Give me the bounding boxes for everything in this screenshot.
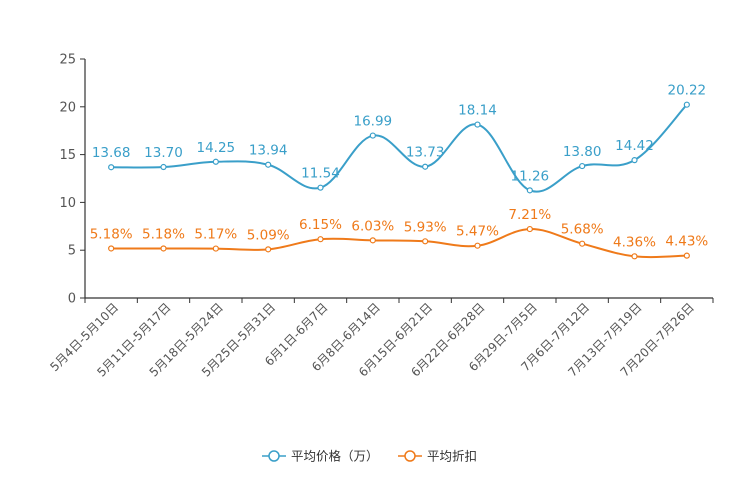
data-label: 5.47% [456,224,499,240]
data-point[interactable] [108,164,115,171]
y-tick-label: 10 [59,196,76,211]
data-label: 6.03% [351,218,394,234]
data-point[interactable] [108,245,115,252]
data-point[interactable] [317,236,324,243]
y-tick-label: 25 [59,53,76,68]
data-label: 11.26 [511,168,550,184]
series-group [108,101,690,260]
data-label: 20.22 [668,83,707,99]
data-point[interactable] [160,163,167,171]
data-label: 18.14 [458,103,497,119]
data-point[interactable] [369,132,376,139]
legend-label: 平均价格（万） [291,449,379,464]
data-label: 5.18% [90,226,133,242]
data-point[interactable] [474,242,481,249]
data-label: 5.68% [561,222,604,238]
data-point[interactable] [526,225,533,233]
data-point[interactable] [683,252,690,259]
legend-item-1[interactable]: 平均折扣 [398,449,477,464]
data-point[interactable] [265,246,272,253]
data-label: 7.21% [508,207,551,223]
data-point[interactable] [212,158,219,165]
legend-label: 平均折扣 [427,449,477,464]
data-point[interactable] [579,162,586,170]
data-point[interactable] [631,157,638,164]
data-label: 6.15% [299,217,342,233]
data-point[interactable] [317,184,324,191]
data-point[interactable] [369,237,376,244]
data-label: 11.54 [301,166,340,182]
y-tick-label: 0 [68,292,76,307]
data-labels: 13.68 13.70 14.25 13.94 11.54 16.99 13.73 18.14… [90,83,709,251]
data-point[interactable] [265,161,272,168]
data-point[interactable] [160,245,167,252]
data-point[interactable] [422,163,429,170]
y-tick-label: 15 [59,148,76,163]
axes: 05101520255月4日-5月10日5月11日-5月17日5月18日-5月2… [47,53,714,380]
data-label: 16.99 [354,114,393,130]
data-label: 13.68 [92,145,131,161]
data-label: 5.93% [404,219,447,235]
data-point[interactable] [422,238,429,245]
data-label: 13.73 [406,145,445,161]
y-tick-label: 5 [68,244,76,259]
data-point[interactable] [579,240,586,247]
legend-marker [404,450,416,462]
y-tick-label: 20 [59,100,76,115]
data-label: 4.43% [665,234,708,250]
data-point[interactable] [683,101,690,108]
data-label: 5.17% [194,227,237,243]
data-point[interactable] [212,245,219,252]
legend-marker [268,450,280,462]
data-label: 14.25 [197,140,236,156]
series-line-1 [111,228,687,259]
data-label: 14.42 [615,138,654,154]
legend[interactable]: 平均价格（万） 平均折扣 [262,449,477,464]
data-label: 13.80 [563,144,602,160]
data-label: 13.94 [249,143,288,159]
data-point[interactable] [526,187,533,194]
data-label: 13.70 [144,145,183,161]
legend-item-0[interactable]: 平均价格（万） [262,449,379,464]
data-point[interactable] [474,121,481,128]
data-label: 5.18% [142,226,185,242]
data-point[interactable] [631,253,638,260]
data-label: 5.09% [247,227,290,243]
data-label: 4.36% [613,234,656,250]
